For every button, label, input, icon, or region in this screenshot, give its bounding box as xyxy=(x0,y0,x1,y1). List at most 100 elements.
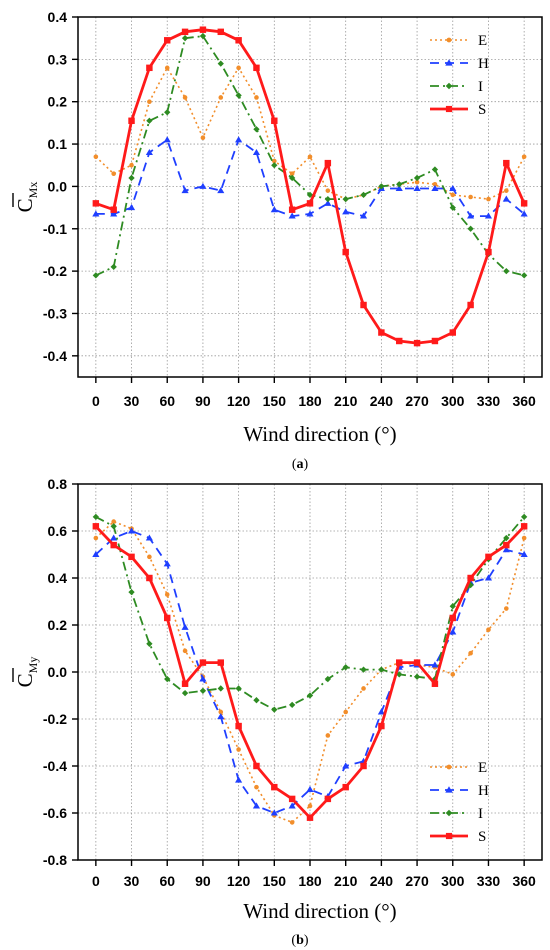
series-S-point xyxy=(146,64,153,72)
series-E-point xyxy=(111,519,117,524)
x-tick-label: 330 xyxy=(477,393,501,409)
x-tick-label: 240 xyxy=(370,873,394,889)
series-I-point xyxy=(360,191,367,199)
series-H-point xyxy=(306,210,314,217)
series-E-point xyxy=(414,179,420,185)
series-S-point xyxy=(360,762,367,770)
series-S xyxy=(92,26,528,347)
series-I-point xyxy=(199,32,207,40)
series-I-point xyxy=(199,687,207,694)
series-H-point xyxy=(395,184,403,192)
y-axis: 0.8 0.6 0.4 0.2 0.0 -0.2 -0.4 -0.6 -0.8 xyxy=(43,476,78,868)
series-I-point xyxy=(306,692,314,699)
legend-I-label: I xyxy=(478,806,483,822)
series-S-point xyxy=(128,117,135,124)
series-E-point xyxy=(200,135,206,141)
series-H xyxy=(92,527,528,816)
series-S-point xyxy=(413,659,421,666)
series-H-point xyxy=(342,208,350,215)
y-tick-label: 0.4 xyxy=(48,570,68,586)
x-tick-label: 90 xyxy=(195,873,211,889)
series-S-point xyxy=(92,200,100,207)
series-H-point xyxy=(145,534,153,541)
series-S-point xyxy=(378,329,385,336)
series-E-point xyxy=(164,65,170,71)
legend-E-marker xyxy=(446,37,452,43)
series-S-point xyxy=(128,553,135,561)
series-H-point xyxy=(359,212,368,219)
series-I-point xyxy=(306,191,314,199)
x-tick-label: 150 xyxy=(263,393,287,409)
x-tick-label: 300 xyxy=(441,873,465,889)
series-H-point xyxy=(199,675,207,682)
x-tick-label: 240 xyxy=(370,393,394,409)
y-tick-label: -0.4 xyxy=(43,348,67,364)
x-tick-label: 0 xyxy=(92,873,100,889)
series-S xyxy=(92,523,528,821)
x-tick-label: 120 xyxy=(227,873,251,889)
series-I-point xyxy=(521,513,528,521)
series-S-point xyxy=(431,680,439,687)
series-S-point xyxy=(181,28,189,36)
series-S-point xyxy=(342,248,349,256)
series-I-point xyxy=(181,35,189,42)
series-I-point xyxy=(235,92,242,99)
series-I-point xyxy=(378,183,385,190)
series-S-point xyxy=(449,614,456,622)
series-S-point xyxy=(431,337,439,345)
series-I-point xyxy=(110,523,117,530)
series-S-point xyxy=(164,614,171,622)
series-E-point xyxy=(450,192,456,198)
subfigure-caption: (b) xyxy=(291,933,308,948)
series-I-point xyxy=(289,701,296,709)
series-H-point xyxy=(431,661,439,668)
series-H-point xyxy=(502,195,510,202)
series-S-point xyxy=(164,37,171,44)
series-E-point xyxy=(111,171,117,177)
series-I-point xyxy=(449,204,456,211)
series-S-point xyxy=(467,301,474,309)
series-H-point xyxy=(342,762,350,769)
series-S-point xyxy=(396,337,403,345)
series-E-point xyxy=(486,627,491,633)
series-S-point xyxy=(306,200,314,207)
y-tick-label: -0.1 xyxy=(43,221,67,237)
series-S-point xyxy=(503,159,510,167)
series-E-point xyxy=(147,554,152,560)
series-H-point xyxy=(181,623,189,630)
series-S-point xyxy=(110,206,117,213)
series-E-point xyxy=(361,686,366,691)
series-H-point xyxy=(467,212,475,219)
x-tick-label: 270 xyxy=(405,873,429,889)
series-S-point xyxy=(217,28,224,36)
y-axis-label: CMx xyxy=(13,182,40,213)
series-I-point xyxy=(378,666,385,673)
series-E-point xyxy=(289,171,295,177)
legend-I-marker xyxy=(445,809,453,817)
series-H-point xyxy=(235,136,243,143)
legend-S-marker xyxy=(445,832,453,840)
series-I-point xyxy=(146,640,153,647)
y-axis-label: CMy xyxy=(13,657,40,688)
legend-E-label: E xyxy=(478,33,487,49)
y-tick-label: -0.2 xyxy=(43,263,67,279)
series-S-point xyxy=(271,117,278,124)
series-I-point xyxy=(413,673,421,680)
series-I-point xyxy=(467,225,474,232)
series-I-point xyxy=(503,267,510,275)
series-H-point xyxy=(288,212,296,219)
y-tick-label: 0.2 xyxy=(48,617,68,633)
x-tick-label: 60 xyxy=(159,393,175,409)
series-S-point xyxy=(520,200,528,207)
series-E-point xyxy=(93,535,99,541)
series-H xyxy=(92,136,528,219)
series-I-point xyxy=(181,690,189,697)
series-E-point xyxy=(468,194,473,200)
series-E-point xyxy=(521,154,527,160)
series-H-point xyxy=(377,708,385,715)
series-I-point xyxy=(235,685,242,692)
series-E-point xyxy=(468,650,473,656)
legend-H-label: H xyxy=(478,56,489,72)
series-H-point xyxy=(270,206,278,213)
series-I-point xyxy=(253,126,260,133)
